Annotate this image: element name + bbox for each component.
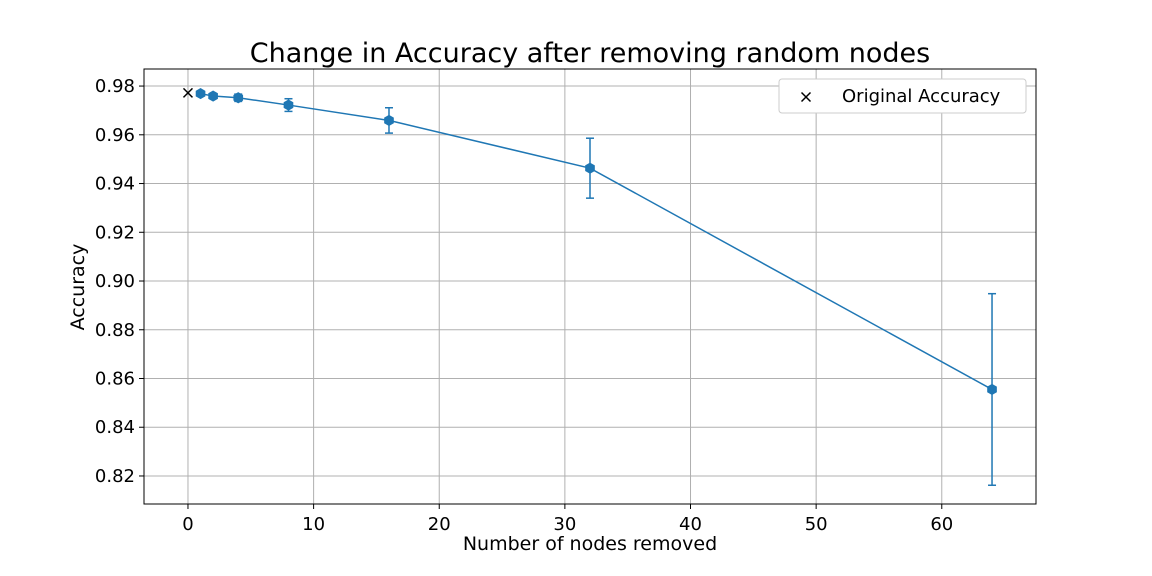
data-point [585,162,595,174]
legend-marker-x-icon [800,91,812,103]
x-tick-label: 60 [930,514,953,535]
x-tick-label: 50 [805,514,828,535]
x-marker-stroke [800,91,812,103]
y-tick-label: 0.88 [95,320,135,341]
data-point [195,88,206,100]
data-point [283,99,294,111]
data-point [208,90,218,102]
y-tick-label: 0.90 [95,271,135,292]
x-axis-label: Number of nodes removed [463,533,717,555]
y-tick-label: 0.96 [95,125,135,146]
plot-area-frame [143,68,1037,505]
y-tick-label: 0.98 [95,76,135,97]
original-accuracy-point [182,87,194,98]
x-tick-label: 20 [428,514,451,535]
chart-title: Change in Accuracy after removing random… [250,38,930,69]
data-point [233,92,244,104]
x-tick-label: 10 [302,514,325,535]
y-tick-label: 0.86 [95,368,135,389]
y-tick-label: 0.84 [95,417,135,438]
y-tick-label: 0.94 [95,174,135,195]
data-point [987,383,997,396]
axis-ticks: 0 10 20 30 40 50 60 0.82 0.84 0.86 0.88 0.90 0.92 0.9… [95,76,953,535]
y-axis-label: Accuracy [67,244,89,331]
legend-entry-original-accuracy: Original Accuracy [842,86,1001,107]
x-tick-label: 40 [679,514,702,535]
legend: Original Accuracy [778,78,1027,114]
data-point [384,114,394,126]
x-tick-label: 0 [182,514,193,535]
x-tick-label: 30 [553,514,576,535]
legend-x-marker [800,91,812,103]
y-tick-label: 0.92 [95,222,135,243]
y-tick-label: 0.82 [95,466,135,487]
legend-frame [778,78,1027,114]
data-series [182,87,997,486]
x-marker-stroke [182,87,194,98]
